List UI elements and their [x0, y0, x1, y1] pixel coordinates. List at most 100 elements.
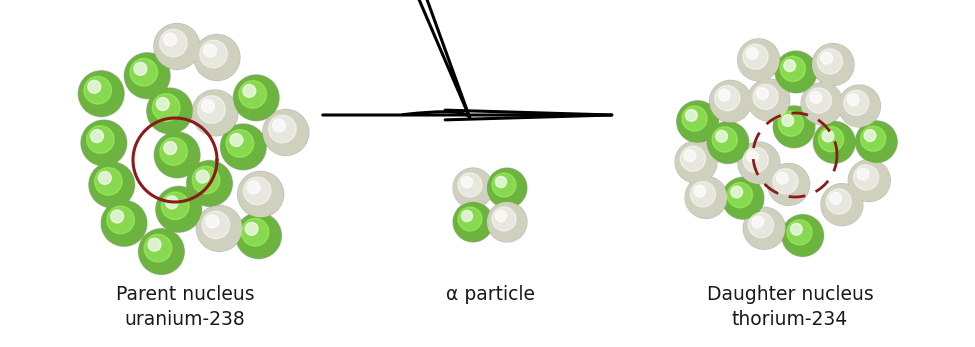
Circle shape [731, 186, 743, 198]
Text: uranium-238: uranium-238 [125, 310, 246, 329]
Circle shape [138, 229, 184, 274]
Circle shape [458, 207, 482, 231]
Circle shape [268, 115, 296, 143]
Circle shape [495, 210, 507, 222]
Circle shape [245, 222, 258, 235]
Circle shape [134, 62, 147, 75]
Circle shape [154, 132, 200, 178]
Circle shape [774, 107, 814, 147]
Circle shape [236, 213, 282, 259]
Circle shape [196, 205, 242, 251]
Circle shape [200, 40, 227, 68]
Circle shape [154, 24, 200, 69]
Circle shape [492, 207, 516, 231]
Circle shape [139, 229, 183, 274]
Circle shape [812, 43, 854, 85]
Circle shape [101, 201, 146, 246]
Circle shape [144, 234, 172, 262]
Circle shape [743, 207, 785, 249]
Circle shape [782, 214, 824, 256]
Circle shape [125, 53, 170, 98]
Circle shape [682, 106, 707, 131]
Circle shape [861, 126, 885, 151]
Circle shape [848, 160, 890, 202]
Circle shape [236, 213, 281, 258]
Circle shape [192, 90, 238, 136]
Circle shape [461, 176, 473, 188]
Circle shape [722, 178, 763, 219]
Circle shape [146, 88, 193, 134]
Text: Daughter nucleus: Daughter nucleus [707, 285, 874, 304]
Circle shape [147, 88, 192, 133]
Circle shape [690, 182, 716, 207]
Circle shape [238, 172, 283, 217]
Circle shape [243, 84, 255, 98]
Circle shape [111, 210, 124, 223]
Circle shape [458, 173, 482, 197]
Circle shape [719, 89, 730, 101]
Circle shape [716, 130, 727, 142]
Circle shape [708, 122, 748, 163]
Circle shape [84, 76, 111, 104]
Circle shape [88, 80, 100, 93]
Circle shape [453, 202, 493, 242]
Circle shape [780, 56, 805, 82]
Circle shape [814, 122, 855, 163]
Circle shape [675, 141, 717, 183]
Circle shape [197, 206, 242, 251]
Circle shape [773, 106, 815, 148]
Circle shape [743, 44, 768, 69]
Circle shape [244, 177, 271, 205]
Circle shape [738, 40, 779, 80]
Circle shape [819, 127, 843, 152]
Circle shape [98, 171, 111, 184]
Circle shape [226, 130, 254, 157]
Circle shape [453, 203, 492, 242]
Circle shape [768, 164, 809, 205]
Circle shape [130, 58, 158, 86]
Circle shape [263, 110, 308, 155]
Circle shape [801, 83, 842, 124]
Circle shape [234, 76, 279, 120]
Circle shape [677, 101, 719, 143]
Circle shape [738, 39, 780, 81]
Circle shape [155, 24, 199, 69]
Circle shape [248, 181, 260, 194]
Circle shape [839, 86, 879, 126]
Circle shape [204, 44, 216, 57]
Circle shape [738, 142, 780, 184]
Circle shape [826, 189, 851, 214]
Circle shape [749, 213, 773, 238]
Circle shape [263, 109, 309, 155]
Circle shape [775, 51, 817, 93]
Circle shape [748, 79, 790, 121]
Circle shape [685, 177, 726, 218]
Text: Parent nucleus: Parent nucleus [116, 285, 254, 304]
Circle shape [694, 185, 706, 197]
Circle shape [773, 169, 799, 194]
Circle shape [152, 94, 180, 121]
Circle shape [196, 170, 209, 183]
Circle shape [853, 165, 878, 190]
Circle shape [738, 143, 779, 183]
Circle shape [162, 192, 189, 220]
Circle shape [79, 71, 124, 116]
Circle shape [784, 60, 796, 71]
Circle shape [757, 88, 768, 100]
Circle shape [107, 206, 135, 234]
Circle shape [710, 81, 751, 122]
Circle shape [453, 169, 492, 208]
Circle shape [95, 168, 122, 195]
Circle shape [857, 168, 869, 180]
Circle shape [782, 115, 794, 126]
Circle shape [495, 176, 507, 188]
Text: α particle: α particle [446, 285, 534, 304]
Circle shape [776, 52, 816, 92]
Circle shape [813, 44, 853, 85]
Circle shape [747, 48, 759, 59]
Circle shape [148, 238, 161, 251]
Circle shape [821, 184, 863, 226]
Circle shape [90, 162, 135, 207]
Circle shape [855, 121, 897, 163]
Circle shape [272, 119, 286, 132]
